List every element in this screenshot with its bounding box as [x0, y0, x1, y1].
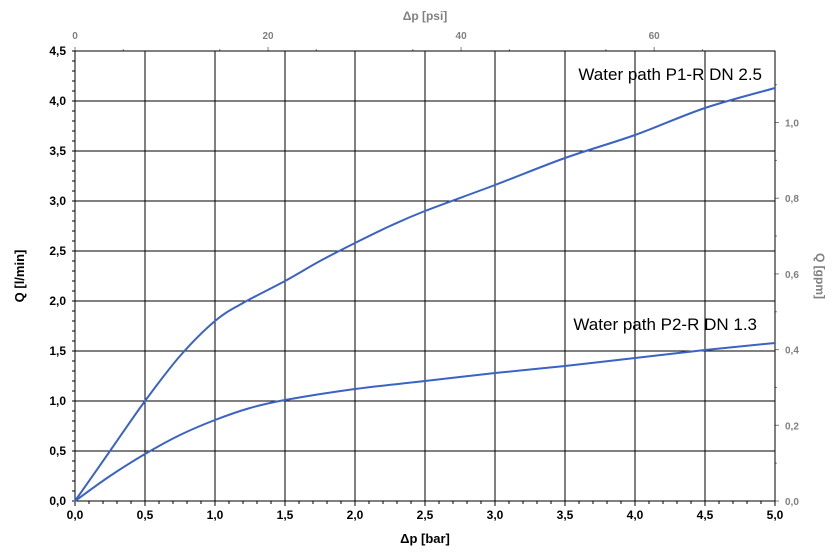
y-tick-label: 0,5: [49, 444, 66, 458]
series-label-p1: Water path P1-R DN 2.5: [578, 65, 762, 84]
x-tick-label: 0,0: [67, 508, 84, 522]
y-tick-label: 3,5: [49, 144, 66, 158]
y-tick-label: 3,0: [49, 194, 66, 208]
series-line-1: [74, 87, 776, 502]
x2-tick-label: 40: [456, 31, 468, 42]
y2-tick-label: 0,4: [785, 346, 799, 357]
y2-tick-label: 0,0: [785, 497, 799, 508]
plot-frame: [74, 50, 776, 502]
y2-tick-label: 0,6: [785, 270, 799, 281]
x-tick-label: 3,0: [487, 508, 504, 522]
y-tick-label: 2,5: [49, 244, 66, 258]
y-axis-title: Q [l/min]: [12, 250, 27, 303]
x2-tick-label: 0: [72, 31, 78, 42]
series-layer: [74, 87, 776, 502]
series-label-p2: Water path P2-R DN 1.3: [573, 315, 757, 334]
x-tick-label: 4,0: [627, 508, 644, 522]
tick-labels: 0,0 0,5 1,0 1,5 2,0 2,5 3,0 3,5 4,0 4,5 5,00,00,51…: [49, 31, 799, 522]
y2-tick-label: 0,2: [785, 421, 799, 432]
x2-tick-label: 20: [262, 31, 274, 42]
y-tick-label: 1,0: [49, 394, 66, 408]
y2-axis-title: Q [gpm]: [813, 253, 827, 299]
grid: [75, 51, 775, 501]
x-tick-label: 4,5: [697, 508, 714, 522]
x2-tick-label: 60: [649, 31, 661, 42]
x-tick-label: 3,5: [557, 508, 574, 522]
x-tick-label: 2,0: [347, 508, 364, 522]
y-tick-label: 2,0: [49, 294, 66, 308]
x-tick-label: 2,5: [417, 508, 434, 522]
y-tick-label: 4,0: [49, 94, 66, 108]
x-tick-label: 0,5: [137, 508, 154, 522]
x-tick-label: 5,0: [767, 508, 784, 522]
x-tick-label: 1,5: [277, 508, 294, 522]
x-axis-title: Δp [bar]: [400, 531, 450, 546]
y-tick-label: 4,5: [49, 44, 66, 58]
y-tick-label: 0,0: [49, 494, 66, 508]
series-line-2: [74, 342, 776, 502]
y2-tick-label: 0,8: [785, 194, 799, 205]
y2-tick-label: 1,0: [785, 119, 799, 130]
y-tick-label: 1,5: [49, 344, 66, 358]
x-tick-label: 1,0: [207, 508, 224, 522]
x2-axis-title: Δp [psi]: [403, 9, 448, 23]
